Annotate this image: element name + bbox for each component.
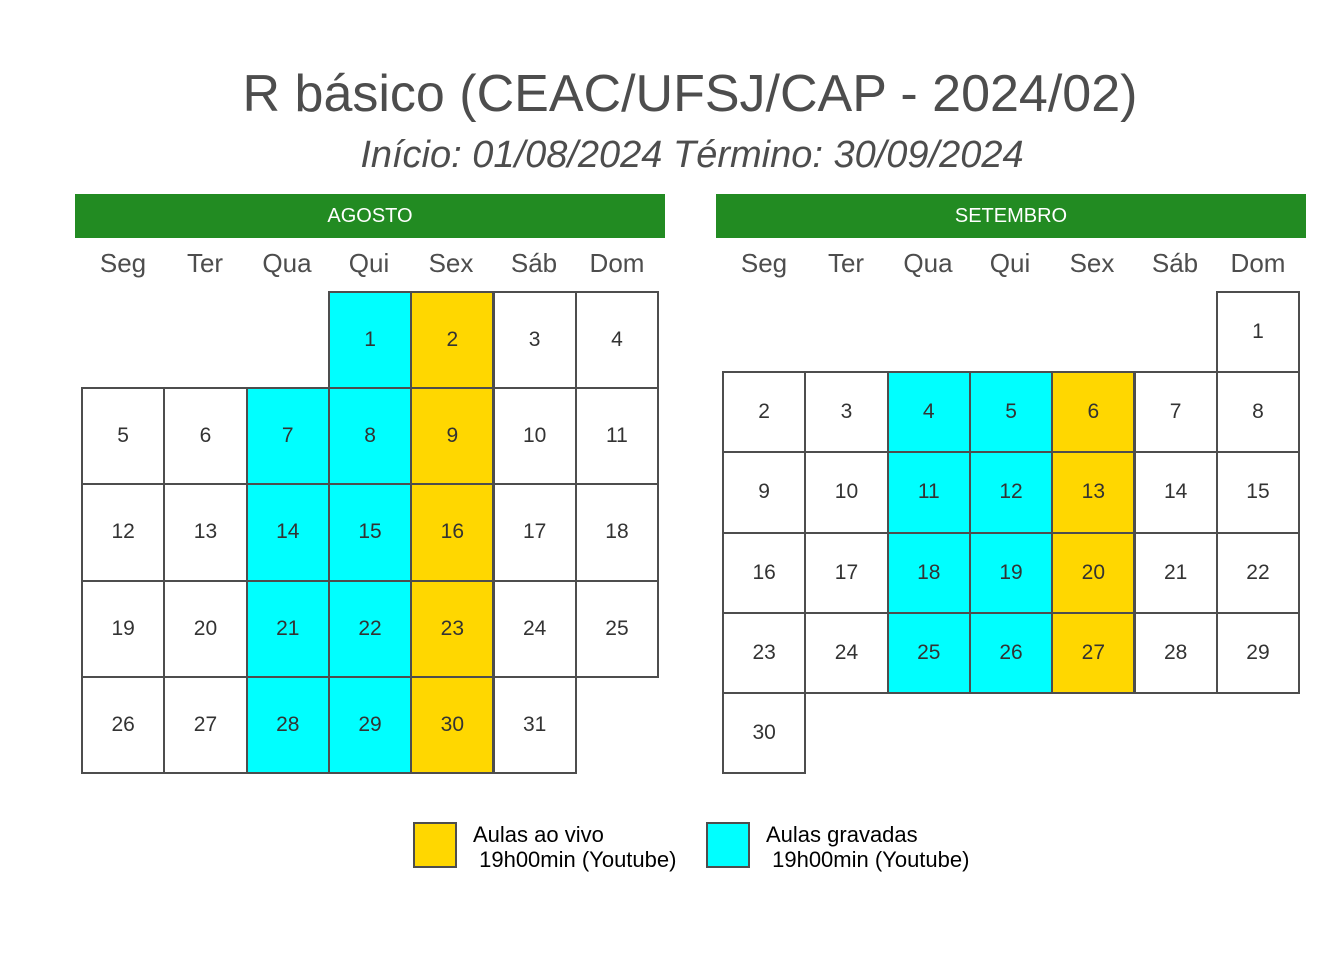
calendar-day: 23 xyxy=(410,579,495,678)
calendar-day: 6 xyxy=(163,387,248,486)
calendar-day: 26 xyxy=(968,611,1054,694)
calendar-day: 15 xyxy=(327,483,413,582)
calendar-day: 18 xyxy=(886,531,971,614)
calendar-day: 21 xyxy=(1133,531,1218,614)
weekday-label: Ter xyxy=(186,248,224,278)
calendar-day: 22 xyxy=(327,579,413,678)
legend-label-live: Aulas ao vivo 19h00min (Youtube) xyxy=(473,822,677,872)
weekday-label: Sáb xyxy=(1151,248,1199,278)
weekday-label: Sex xyxy=(428,248,474,278)
weekday-label: Qua xyxy=(262,248,312,278)
calendar-day: 13 xyxy=(163,483,248,582)
calendar-day: 8 xyxy=(327,387,413,486)
calendar-day: 7 xyxy=(245,387,330,486)
calendar-day: 3 xyxy=(804,371,889,454)
legend-swatch-recorded xyxy=(706,822,750,868)
month-header: AGOSTO xyxy=(75,194,665,238)
calendar-day: 9 xyxy=(410,387,495,486)
weekday-label: Qua xyxy=(903,248,953,278)
calendar-day: 27 xyxy=(1051,611,1136,694)
calendar-month-august: AGOSTO Seg Ter Qua Qui Sex Sáb Dom 1 2 3 4 5 6 7 8 9 10 1… xyxy=(75,194,665,794)
calendar-day: 19 xyxy=(81,579,166,678)
calendar-day: 3 xyxy=(492,291,577,390)
calendar-day: 4 xyxy=(574,291,660,390)
calendar-day: 5 xyxy=(968,371,1054,454)
page-subtitle: Início: 01/08/2024 Término: 30/09/2024 xyxy=(360,134,1024,176)
calendar-day: 5 xyxy=(81,387,166,486)
calendar-day: 2 xyxy=(722,371,807,454)
calendar-day: 18 xyxy=(574,483,660,582)
weekday-label: Sex xyxy=(1069,248,1115,278)
calendar-day: 11 xyxy=(886,451,971,534)
calendar-day: 28 xyxy=(245,675,330,774)
weekday-label: Ter xyxy=(827,248,865,278)
month-header: SETEMBRO xyxy=(716,194,1306,238)
calendar-day: 20 xyxy=(163,579,248,678)
calendar-day: 16 xyxy=(410,483,495,582)
calendar-day: 24 xyxy=(492,579,577,678)
calendar-day: 25 xyxy=(886,611,971,694)
weekday-label: Qui xyxy=(348,248,390,278)
calendar-day: 20 xyxy=(1051,531,1136,614)
calendar-day: 19 xyxy=(968,531,1054,614)
calendar-day: 1 xyxy=(327,291,413,390)
calendar-day: 13 xyxy=(1051,451,1136,534)
calendar-day: 7 xyxy=(1133,371,1218,454)
calendar-day: 2 xyxy=(410,291,495,390)
calendar-day: 16 xyxy=(722,531,807,614)
weekday-label: Qui xyxy=(989,248,1031,278)
calendar-day: 26 xyxy=(81,675,166,774)
weekday-label: Dom xyxy=(589,248,645,278)
calendar-day: 29 xyxy=(1215,611,1301,694)
calendar-day: 10 xyxy=(492,387,577,486)
calendar-day: 14 xyxy=(245,483,330,582)
calendar-day: 30 xyxy=(722,692,807,775)
weekday-label: Dom xyxy=(1230,248,1286,278)
calendar-day: 31 xyxy=(492,675,577,774)
calendar-day: 28 xyxy=(1133,611,1218,694)
weekday-label: Seg xyxy=(740,248,788,278)
page-title: R básico (CEAC/UFSJ/CAP - 2024/02) xyxy=(242,65,1138,123)
calendar-day: 22 xyxy=(1215,531,1301,614)
calendar-day: 17 xyxy=(804,531,889,614)
calendar-day: 23 xyxy=(722,611,807,694)
legend-label-recorded: Aulas gravadas 19h00min (Youtube) xyxy=(766,822,970,872)
calendar-day: 8 xyxy=(1215,371,1301,454)
calendar-day: 12 xyxy=(81,483,166,582)
calendar-day: 1 xyxy=(1215,291,1301,374)
calendar-day: 9 xyxy=(722,451,807,534)
calendar-day: 4 xyxy=(886,371,971,454)
calendar-day: 12 xyxy=(968,451,1054,534)
calendar-day: 17 xyxy=(492,483,577,582)
calendar-day: 11 xyxy=(574,387,660,486)
calendar-day: 30 xyxy=(410,675,495,774)
calendar-day: 27 xyxy=(163,675,248,774)
calendar-day: 21 xyxy=(245,579,330,678)
calendar-day: 15 xyxy=(1215,451,1301,534)
calendar-day: 6 xyxy=(1051,371,1136,454)
calendar-day: 25 xyxy=(574,579,660,678)
calendar-month-september: SETEMBRO Seg Ter Qua Qui Sex Sáb Dom 1 2 3 4 5 6 7 8 9 1… xyxy=(716,194,1306,794)
legend-swatch-live xyxy=(413,822,457,868)
calendar-day: 14 xyxy=(1133,451,1218,534)
calendar-day: 10 xyxy=(804,451,889,534)
calendar-day: 24 xyxy=(804,611,889,694)
calendar-day: 29 xyxy=(327,675,413,774)
weekday-label: Sáb xyxy=(510,248,558,278)
weekday-label: Seg xyxy=(99,248,147,278)
